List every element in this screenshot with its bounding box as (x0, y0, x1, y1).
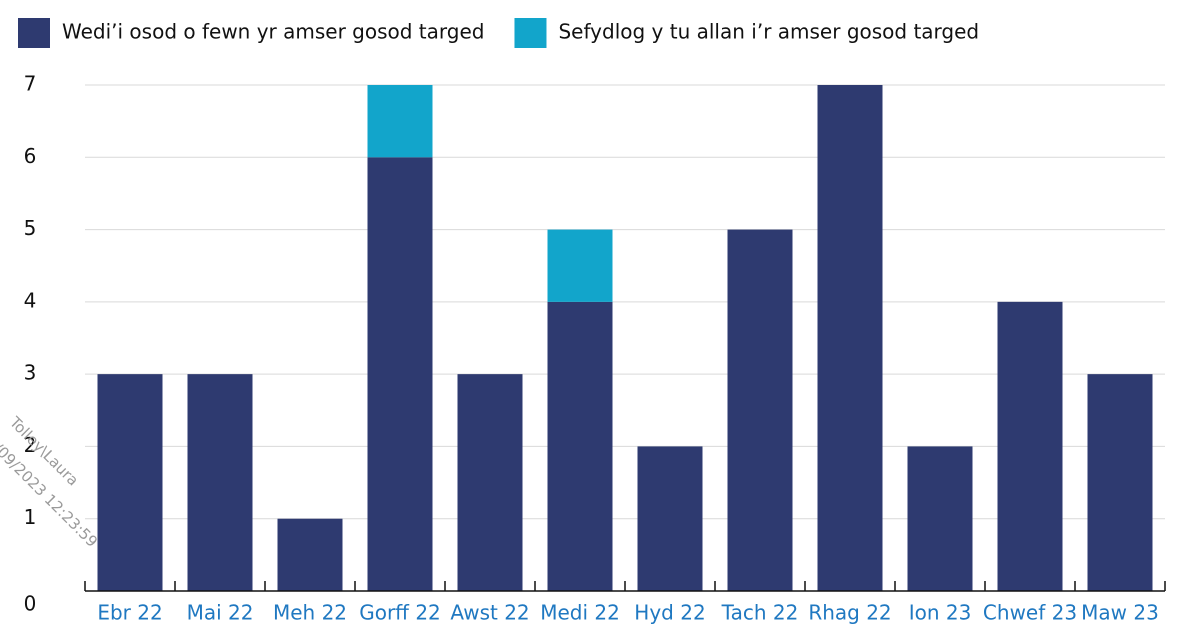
x-tick-label: Meh 22 (273, 601, 347, 625)
x-tick-label: Gorff 22 (359, 601, 441, 625)
y-tick-label: 6 (24, 144, 37, 168)
y-tick-label: 0 (24, 592, 37, 616)
y-tick-label: 3 (24, 361, 37, 385)
x-tick-label: Awst 22 (450, 601, 529, 625)
x-tick-label: Mai 22 (187, 601, 254, 625)
legend-label: Sefydlog y tu allan i’r amser gosod targ… (558, 20, 979, 44)
y-tick-label: 4 (24, 288, 37, 312)
legend-swatch (18, 18, 50, 48)
bar (97, 374, 163, 591)
y-tick-label: 7 (24, 72, 37, 96)
bar (367, 157, 433, 592)
bar (457, 374, 523, 591)
bar (817, 85, 883, 591)
bar (547, 301, 613, 591)
bar (637, 446, 703, 591)
bar (727, 229, 793, 592)
legend-swatch (514, 18, 547, 48)
bar (187, 374, 253, 591)
y-tick-label: 5 (24, 216, 37, 240)
bar (997, 301, 1063, 591)
x-tick-label: Chwef 23 (983, 601, 1077, 625)
bar (547, 229, 613, 302)
x-tick-label: Hyd 22 (634, 601, 705, 625)
legend-label: Wedi’i osod o fewn yr amser gosod targed (62, 20, 484, 44)
bar (907, 446, 973, 591)
bar (277, 518, 343, 591)
x-tick-label: Medi 22 (540, 601, 620, 625)
x-tick-label: Tach 22 (721, 601, 799, 625)
x-tick-label: Ion 23 (909, 601, 972, 625)
x-tick-label: Rhag 22 (808, 601, 891, 625)
bar (1087, 374, 1153, 591)
x-tick-label: Maw 23 (1081, 601, 1159, 625)
y-tick-label: 2 (24, 433, 37, 457)
x-tick-label: Ebr 22 (97, 601, 162, 625)
bar (367, 85, 433, 158)
y-tick-label: 1 (24, 505, 37, 529)
